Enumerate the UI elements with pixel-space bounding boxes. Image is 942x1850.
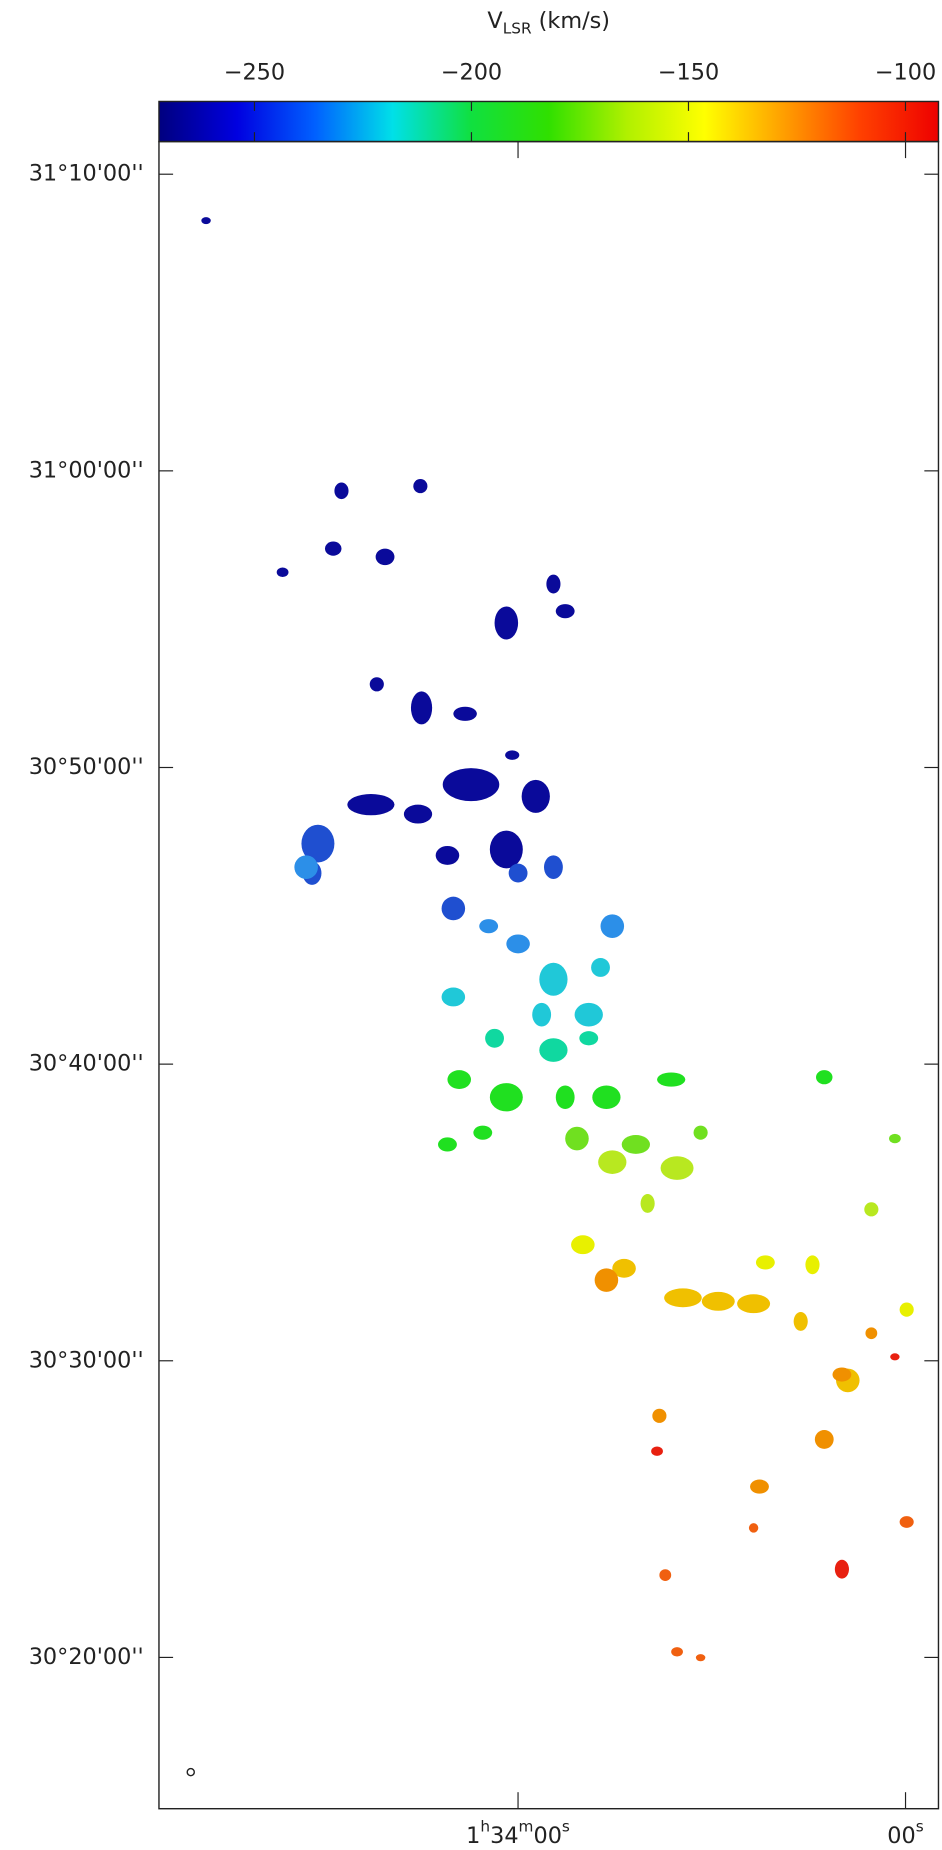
- emission-blob: [834, 1559, 849, 1579]
- emission-blob: [737, 1294, 771, 1314]
- emission-blob: [865, 1327, 878, 1340]
- title-part: LSR: [503, 19, 532, 37]
- emission-blob: [671, 1647, 683, 1657]
- emission-blob: [479, 919, 499, 934]
- emission-blob: [413, 479, 428, 494]
- emission-blob: [600, 914, 625, 938]
- colorbar-title: VLSR (km/s): [487, 8, 610, 37]
- emission-blob: [612, 1258, 636, 1278]
- emission-blob: [693, 1125, 708, 1140]
- emission-blob: [652, 1408, 667, 1423]
- emission-blob: [410, 691, 433, 725]
- emission-blob: [750, 1479, 769, 1494]
- emission-blob: [805, 1255, 820, 1275]
- emission-blob: [485, 1028, 504, 1048]
- colorbar-tick-label: −150: [658, 60, 719, 86]
- emission-blob: [571, 1235, 595, 1255]
- emission-blob: [594, 1268, 619, 1292]
- emission-blob: [334, 482, 349, 500]
- emission-blob: [555, 604, 575, 619]
- y-tick-label: 30°20'00'': [29, 1644, 144, 1670]
- emission-blob: [651, 1446, 663, 1456]
- emission-blob: [864, 1202, 879, 1217]
- y-tick-label: 31°10'00'': [29, 161, 144, 187]
- emission-blob: [494, 606, 519, 640]
- emission-blob: [748, 1523, 759, 1533]
- emission-blob: [441, 987, 466, 1007]
- emission-blob: [755, 1255, 775, 1270]
- emission-blob: [660, 1156, 694, 1180]
- y-tick-label: 30°30'00'': [29, 1347, 144, 1373]
- emission-blob: [592, 1085, 621, 1110]
- emission-blob: [657, 1072, 686, 1087]
- emission-blob: [201, 217, 211, 225]
- emission-blob: [532, 1002, 552, 1027]
- emission-blob: [324, 541, 342, 556]
- emission-blob: [294, 855, 318, 879]
- colorbar-tick-label: −200: [441, 60, 502, 86]
- emission-blob: [664, 1288, 702, 1308]
- x-tick-label: 00s: [887, 1817, 923, 1848]
- emission-blob: [832, 1367, 852, 1382]
- emission-blob: [369, 677, 384, 692]
- emission-blob: [435, 845, 460, 865]
- emission-blob: [508, 863, 528, 883]
- emission-blob: [506, 934, 530, 954]
- emission-blob: [899, 1516, 914, 1528]
- emission-blob: [546, 574, 561, 594]
- emission-blob: [814, 1429, 834, 1449]
- emission-blob: [899, 1302, 914, 1317]
- velocity-map: [201, 217, 914, 1662]
- emission-blob: [438, 1137, 457, 1152]
- title-part: (km/s): [539, 8, 610, 34]
- emission-blob: [301, 824, 335, 863]
- emission-blob: [555, 1085, 575, 1110]
- x-tick-label: 1h34m00s: [466, 1817, 570, 1848]
- emission-blob: [453, 706, 477, 721]
- colorbar: [158, 100, 940, 143]
- emission-blob: [375, 548, 395, 566]
- emission-blob: [276, 567, 289, 577]
- emission-blob: [890, 1353, 900, 1361]
- emission-blob: [473, 1125, 493, 1140]
- emission-blob: [442, 768, 500, 802]
- emission-blob: [598, 1150, 627, 1174]
- emission-blob: [403, 804, 433, 824]
- emission-blob: [539, 962, 568, 996]
- emission-blob: [521, 779, 550, 813]
- emission-blob: [640, 1194, 655, 1213]
- emission-blob: [565, 1126, 589, 1151]
- emission-blob: [505, 750, 520, 760]
- emission-blob: [695, 1654, 706, 1662]
- emission-blob: [701, 1291, 735, 1311]
- colorbar-tick-label: −100: [875, 60, 936, 86]
- beam: [186, 1767, 195, 1777]
- emission-blob: [889, 1133, 901, 1144]
- emission-blob: [347, 794, 395, 816]
- y-tick-label: 30°40'00'': [29, 1051, 144, 1077]
- emission-blob: [441, 896, 466, 921]
- emission-blob: [489, 1083, 523, 1112]
- emission-blob: [793, 1311, 808, 1331]
- plot-frame: [158, 140, 940, 1810]
- emission-blob: [574, 1002, 603, 1027]
- emission-blob: [539, 1038, 568, 1062]
- emission-blob: [816, 1070, 833, 1085]
- title-part: V: [487, 8, 503, 34]
- colorbar-tick-label: −250: [224, 60, 285, 86]
- emission-blob: [591, 958, 610, 977]
- emission-blob: [447, 1070, 471, 1089]
- y-tick-label: 30°50'00'': [29, 754, 144, 780]
- emission-blob: [489, 830, 523, 869]
- emission-blob: [544, 855, 563, 879]
- emission-blob: [621, 1135, 650, 1154]
- emission-blob: [579, 1031, 599, 1046]
- emission-blob: [659, 1569, 672, 1581]
- y-tick-label: 31°00'00'': [29, 457, 144, 483]
